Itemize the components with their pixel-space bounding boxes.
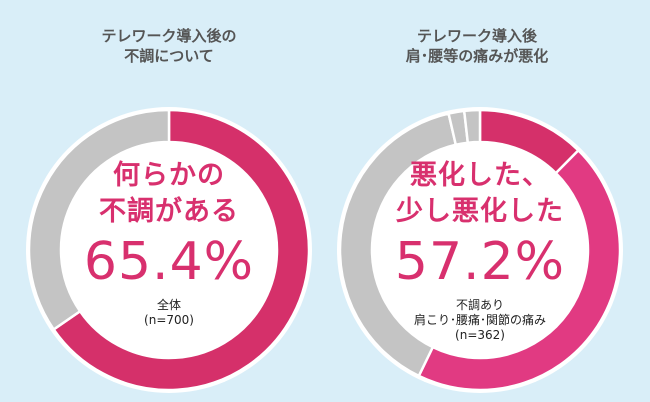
- sample-note-right: 不調あり 肩こり･腰痛･関節の痛み (n=362): [360, 298, 600, 343]
- center-text-right-line-2: 少し悪化した: [396, 196, 564, 227]
- sample-note-left: 全体 (n=700): [49, 298, 289, 328]
- center-label-left: 何らかの 不調がある 65.4% 全体 (n=700): [49, 158, 289, 328]
- sample-note-left-line-1: 全体: [156, 298, 181, 312]
- donut-hole: [61, 142, 277, 358]
- sample-note-left-line-2: (n=700): [144, 313, 194, 327]
- center-text-right-line-1: 悪化した、: [410, 160, 550, 191]
- donut-slice-4: [462, 108, 482, 145]
- donut-hole: [372, 142, 588, 358]
- chart-title-left: テレワーク導入後の 不調について: [19, 26, 319, 66]
- chart-title-right: テレワーク導入後 肩･腰等の痛みが悪化: [327, 26, 627, 66]
- sample-note-right-line-1: 不調あり: [455, 298, 504, 312]
- center-value-right: 57.2%: [394, 232, 566, 292]
- center-text-left-line-1: 何らかの: [113, 160, 225, 191]
- center-value-left: 65.4%: [83, 232, 255, 292]
- center-text-left-line-2: 不調がある: [99, 196, 239, 227]
- donut-chart-left: [26, 107, 312, 393]
- chart-title-left-line-1: テレワーク導入後の: [101, 27, 237, 45]
- chart-title-right-line-2: 肩･腰等の痛みが悪化: [405, 47, 549, 65]
- chart-title-right-line-1: テレワーク導入後: [416, 27, 537, 45]
- center-label-right: 悪化した、 少し悪化した 57.2% 不調あり 肩こり･腰痛･関節の痛み (n=…: [360, 158, 600, 343]
- sample-note-right-line-3: (n=362): [455, 328, 505, 342]
- sample-note-right-line-2: 肩こり･腰痛･関節の痛み: [413, 313, 546, 327]
- donut-chart-right: [337, 107, 623, 393]
- chart-title-left-line-2: 不調について: [124, 47, 214, 65]
